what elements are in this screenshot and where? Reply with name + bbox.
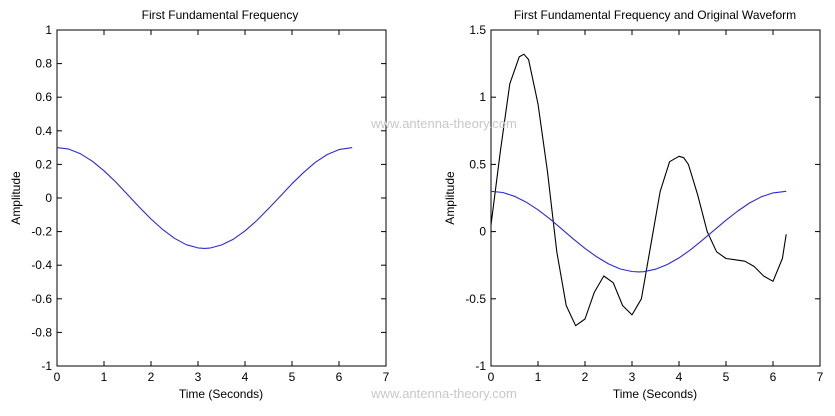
x-tick-label: 0 — [488, 370, 495, 384]
right-x-ticks: 0 1 2 3 4 5 6 7 — [488, 30, 824, 384]
y-tick-label: 1.5 — [469, 23, 486, 37]
left-x-ticks: 0 1 2 3 4 5 6 7 — [54, 30, 390, 384]
watermark-bottom: www.antenna-theory.com — [370, 386, 517, 401]
y-tick-label: 0 — [479, 225, 486, 239]
y-tick-label: -0.6 — [31, 292, 52, 306]
left-series-lines — [56, 147, 353, 249]
y-tick-label: -1 — [475, 359, 486, 373]
y-tick-label: 0 — [45, 191, 52, 205]
x-tick-label: 3 — [195, 370, 202, 384]
y-tick-label: 0.2 — [35, 157, 52, 171]
x-tick-label: 3 — [629, 370, 636, 384]
x-tick-label: 4 — [242, 370, 249, 384]
y-tick-label: -0.2 — [31, 225, 52, 239]
right-y-axis-label: Amplitude — [443, 171, 457, 225]
left-y-ticks: -1 -0.8 -0.6 -0.4 -0.2 0 0.2 0.4 0.6 0.8 1 — [31, 23, 386, 373]
left-y-axis-label: Amplitude — [9, 171, 23, 225]
y-tick-label: 1 — [479, 90, 486, 104]
x-tick-label: 5 — [289, 370, 296, 384]
right-y-ticks: -1 -0.5 0 0.5 1 1.5 — [465, 23, 820, 373]
left-x-axis-label: Time (Seconds) — [179, 387, 263, 401]
y-tick-label: 0.5 — [469, 157, 486, 171]
right-series-lines — [490, 53, 787, 327]
x-tick-label: 1 — [535, 370, 542, 384]
x-tick-label: 0 — [54, 370, 61, 384]
x-tick-label: 2 — [148, 370, 155, 384]
x-tick-label: 6 — [336, 370, 343, 384]
x-tick-label: 7 — [383, 370, 390, 384]
x-tick-label: 5 — [723, 370, 730, 384]
right-plot: First Fundamental Frequency and Original… — [443, 8, 824, 401]
y-tick-label: -1 — [41, 359, 52, 373]
x-tick-label: 2 — [582, 370, 589, 384]
right-x-axis-label: Time (Seconds) — [613, 387, 697, 401]
fundamental-frequency-line — [56, 147, 353, 249]
right-plot-title: First Fundamental Frequency and Original… — [514, 8, 796, 22]
y-tick-label: -0.4 — [31, 258, 52, 272]
y-tick-label: 0.8 — [35, 57, 52, 71]
x-tick-label: 7 — [817, 370, 824, 384]
x-tick-label: 1 — [101, 370, 108, 384]
left-plot-area — [56, 29, 387, 367]
fundamental-frequency-line — [490, 190, 787, 273]
y-tick-label: 0.4 — [35, 124, 52, 138]
y-tick-label: 0.6 — [35, 90, 52, 104]
left-plot-title: First Fundamental Frequency — [142, 8, 299, 22]
original-waveform-line — [490, 53, 787, 327]
y-tick-label: -0.5 — [465, 292, 486, 306]
watermark-top: www.antenna-theory.com — [370, 116, 517, 131]
y-tick-label: 1 — [45, 23, 52, 37]
right-plot-area — [490, 29, 821, 367]
x-tick-label: 6 — [770, 370, 777, 384]
x-tick-label: 4 — [676, 370, 683, 384]
y-tick-label: -0.8 — [31, 325, 52, 339]
